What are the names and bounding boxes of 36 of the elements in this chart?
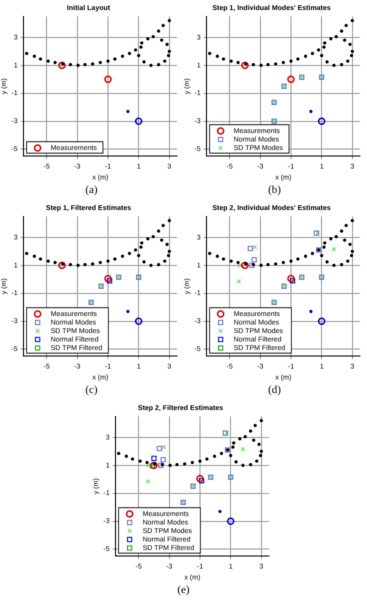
- point: [146, 463, 151, 468]
- point: [162, 444, 166, 450]
- point: [249, 262, 254, 268]
- point: [252, 244, 258, 250]
- point: [252, 257, 257, 262]
- text: (a): [84, 183, 99, 198]
- text: (e): [176, 583, 191, 598]
- point: [236, 279, 242, 284]
- point: [332, 246, 336, 252]
- text: (d): [267, 383, 282, 398]
- text: (b): [267, 183, 282, 198]
- point: [104, 76, 112, 84]
- point: [134, 318, 142, 325]
- point: [241, 262, 249, 270]
- point: [151, 456, 157, 461]
- point: [226, 518, 234, 525]
- point: [240, 446, 246, 452]
- point: [58, 62, 66, 70]
- point: [160, 457, 166, 462]
- point: [146, 479, 150, 484]
- point: [104, 274, 112, 282]
- point: [241, 62, 249, 70]
- text: (c): [84, 383, 99, 398]
- point: [287, 76, 295, 84]
- point: [196, 474, 204, 482]
- point: [248, 246, 253, 252]
- point: [134, 118, 142, 125]
- point: [237, 263, 242, 268]
- point: [150, 462, 158, 470]
- point: [58, 262, 66, 270]
- point: [158, 462, 164, 468]
- point: [150, 463, 156, 469]
- point: [287, 274, 295, 282]
- point: [318, 118, 326, 125]
- point: [318, 318, 326, 325]
- point: [156, 446, 162, 452]
